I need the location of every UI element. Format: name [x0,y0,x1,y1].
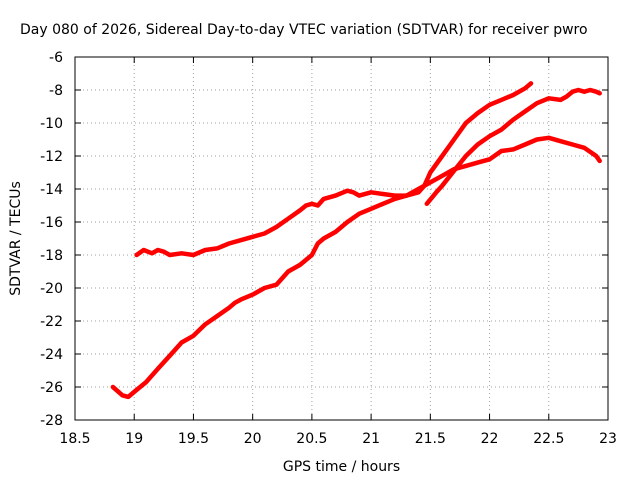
y-tick-label: -10 [40,116,63,132]
y-tick-label: -26 [40,380,63,396]
y-axis-label: SDTVAR / TECUs [8,181,24,296]
series-line-satellite-a [110,135,602,400]
y-tick-label: -24 [40,347,63,363]
x-tick-label: 21.5 [415,431,446,447]
y-tick-label: -6 [49,50,63,66]
x-tick-label: 20 [244,431,262,447]
x-axis-label: GPS time / hours [283,459,400,475]
y-tick-label: -20 [40,281,63,297]
chart-title: Day 080 of 2026, Sidereal Day-to-day VTE… [20,22,588,38]
x-tick-label: 19 [125,431,143,447]
x-tick-label: 22.5 [533,431,564,447]
x-tick-label: 18.5 [59,431,90,447]
y-tick-label: -16 [40,215,63,231]
axis-ticks: 18.5 19 19.5 20 20.5 21 21.5 22 22.5 23 -28 -26 -24 -… [40,50,617,447]
y-tick-label: -18 [40,248,63,264]
grid [75,57,608,420]
y-tick-label: -14 [40,182,63,198]
series-line-satellite-b [134,81,534,258]
x-tick-label: 21 [362,431,380,447]
y-tick-label: -22 [40,314,63,330]
y-tick-label: -8 [49,83,63,99]
x-tick-label: 20.5 [296,431,327,447]
y-tick-label: -12 [40,149,63,165]
series-line-satellite-c [424,87,602,207]
x-tick-label: 23 [599,431,617,447]
x-tick-label: 22 [481,431,499,447]
plot-frame [74,56,609,421]
x-tick-label: 19.5 [178,431,209,447]
y-tick-label: -28 [40,413,63,429]
series-group [110,81,602,400]
